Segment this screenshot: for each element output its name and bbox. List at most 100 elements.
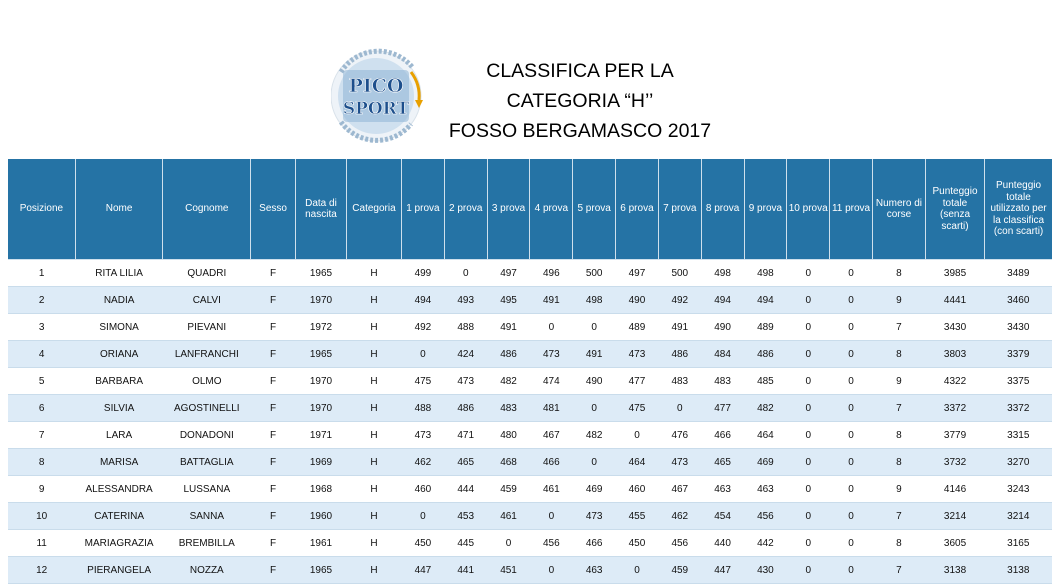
table-cell: 456 — [658, 529, 702, 557]
column-header: Punteggio totale utilizzato per la class… — [984, 159, 1052, 260]
table-cell: 0 — [829, 313, 873, 341]
table-cell: 494 — [744, 286, 787, 314]
table-cell: 1 — [8, 259, 76, 287]
table-cell: 1969 — [295, 448, 347, 476]
table-cell: 0 — [829, 421, 873, 449]
table-cell: 492 — [658, 286, 702, 314]
table-row: 10 CATERINA SANNA F 1960 H 0 453 461 0 473 455 462 45… — [8, 502, 1052, 530]
table-cell: 8 — [872, 448, 926, 476]
table-cell: 7 — [872, 313, 926, 341]
table-cell: 0 — [786, 529, 830, 557]
table-cell: 473 — [658, 448, 702, 476]
table-cell: F — [250, 394, 296, 422]
table-cell: 500 — [658, 259, 702, 287]
table-row: 11 MARIAGRAZIA BREMBILLA F 1961 H 450 445 0 456 46… — [8, 529, 1052, 557]
table-cell: 465 — [701, 448, 744, 476]
table-cell: 494 — [401, 286, 445, 314]
table-cell: 462 — [658, 502, 702, 530]
table-cell: 7 — [872, 502, 926, 530]
table-cell: 489 — [744, 313, 787, 341]
table-cell: H — [346, 556, 402, 584]
table-cell: 497 — [615, 259, 659, 287]
table-cell: F — [250, 259, 296, 287]
column-header: 10 prova — [786, 159, 831, 260]
table-cell: 486 — [444, 394, 488, 422]
table-cell: F — [250, 286, 296, 314]
table-row: 8 MARISA BATTAGLIA F 1969 H 462 465 468 466 0 464 47… — [8, 448, 1052, 476]
table-cell: 490 — [615, 286, 659, 314]
table-cell: CATERINA — [75, 502, 163, 530]
table-cell: 3430 — [925, 313, 985, 341]
table-cell: 424 — [444, 340, 488, 368]
table-cell: 0 — [786, 259, 830, 287]
table-cell: 4146 — [925, 475, 985, 503]
table-cell: F — [250, 529, 296, 557]
table-cell: 0 — [572, 448, 616, 476]
column-header: 6 prova — [615, 159, 659, 260]
table-cell: 3138 — [984, 556, 1052, 584]
table-cell: 0 — [786, 340, 830, 368]
table-cell: 482 — [744, 394, 787, 422]
table-cell: 3375 — [984, 367, 1052, 395]
table-cell: NADIA — [75, 286, 163, 314]
table-cell: 1960 — [295, 502, 347, 530]
table-cell: 460 — [615, 475, 659, 503]
column-header: Punteggio totale (senza scarti) — [925, 159, 986, 260]
table-cell: 0 — [529, 313, 573, 341]
table-cell: 483 — [487, 394, 530, 422]
table-cell: 3430 — [984, 313, 1052, 341]
table-cell: 483 — [701, 367, 744, 395]
table-cell: 459 — [487, 475, 530, 503]
table-cell: 3 — [8, 313, 76, 341]
page-title: CLASSIFICA PER LA CATEGORIA “H’’ FOSSO B… — [430, 56, 730, 146]
table-cell: 3138 — [925, 556, 985, 584]
table-cell: H — [346, 259, 402, 287]
table-cell: 7 — [872, 556, 926, 584]
table-cell: 463 — [572, 556, 616, 584]
table-cell: 490 — [701, 313, 744, 341]
table-cell: AGOSTINELLI — [162, 394, 251, 422]
table-cell: 473 — [615, 340, 659, 368]
table-cell: 6 — [8, 394, 76, 422]
table-cell: 488 — [444, 313, 488, 341]
table-cell: 3372 — [925, 394, 985, 422]
table-cell: F — [250, 475, 296, 503]
table-cell: 9 — [872, 475, 926, 503]
table-cell: 491 — [487, 313, 530, 341]
table-cell: 494 — [701, 286, 744, 314]
table-cell: 7 — [8, 421, 76, 449]
table-cell: 0 — [829, 286, 873, 314]
table-cell: 1965 — [295, 340, 347, 368]
column-header: Cognome — [162, 159, 252, 260]
table-cell: 0 — [786, 286, 830, 314]
table-cell: 462 — [401, 448, 445, 476]
table-cell: QUADRI — [162, 259, 251, 287]
table-cell: 3214 — [925, 502, 985, 530]
table-cell: H — [346, 340, 402, 368]
table-cell: 8 — [872, 421, 926, 449]
table-cell: 0 — [572, 313, 616, 341]
column-header: 11 prova — [829, 159, 873, 260]
title-line-2: CATEGORIA “H’’ — [506, 90, 654, 112]
table-cell: F — [250, 556, 296, 584]
table-cell: F — [250, 448, 296, 476]
table-cell: 0 — [829, 529, 873, 557]
table-cell: 0 — [829, 448, 873, 476]
table-cell: DONADONI — [162, 421, 251, 449]
column-header: 5 prova — [572, 159, 617, 260]
table-cell: OLMO — [162, 367, 251, 395]
table-cell: 3372 — [984, 394, 1052, 422]
table-cell: 500 — [572, 259, 616, 287]
table-cell: 477 — [615, 367, 659, 395]
table-cell: 0 — [529, 502, 573, 530]
column-header: Numero di corse — [872, 159, 926, 260]
table-cell: 430 — [744, 556, 787, 584]
table-cell: 491 — [529, 286, 573, 314]
table-cell: LANFRANCHI — [162, 340, 251, 368]
table-cell: 1972 — [295, 313, 347, 341]
table-cell: 482 — [572, 421, 616, 449]
table-row: 7 LARA DONADONI F 1971 H 473 471 480 467 482 0 476 46… — [8, 421, 1052, 449]
table-cell: 480 — [487, 421, 530, 449]
table-cell: 450 — [401, 529, 445, 557]
table-cell: F — [250, 421, 296, 449]
